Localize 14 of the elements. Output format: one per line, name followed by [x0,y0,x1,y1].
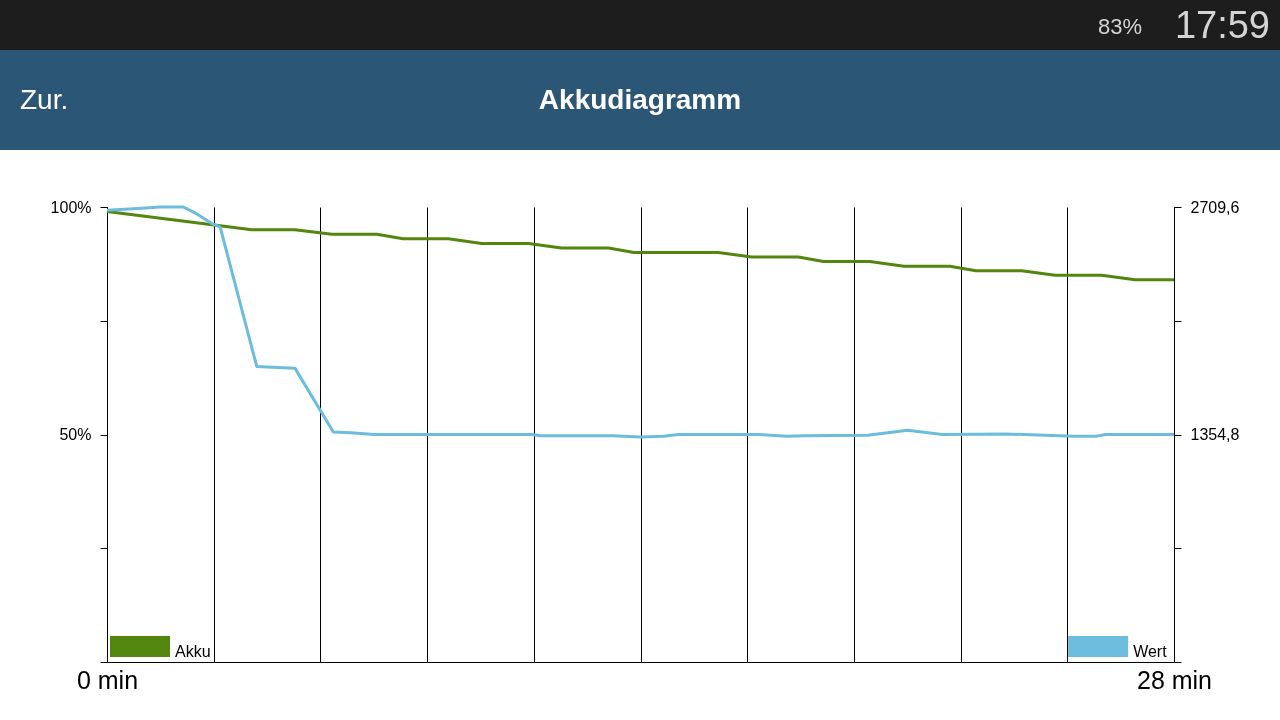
y-tick-label: 50% [59,426,92,443]
legend-label: Wert [1133,643,1168,660]
legend-label: Akku [175,643,211,660]
y2-tick-label: 2709,6 [1190,198,1240,216]
chart-title: Akkudiagramm [538,84,742,115]
x-tick-label: 28 min [1136,665,1213,694]
text: Zur. [20,84,69,115]
line-series [105,210,1176,282]
text: 17:59 [1174,4,1270,46]
x-tick-label: 0 min [76,665,139,694]
line-series [105,205,1176,439]
y2-tick-label: 1354,8 [1190,426,1240,443]
text: 83% [1097,14,1142,39]
y-tick-label: 100% [50,198,92,216]
